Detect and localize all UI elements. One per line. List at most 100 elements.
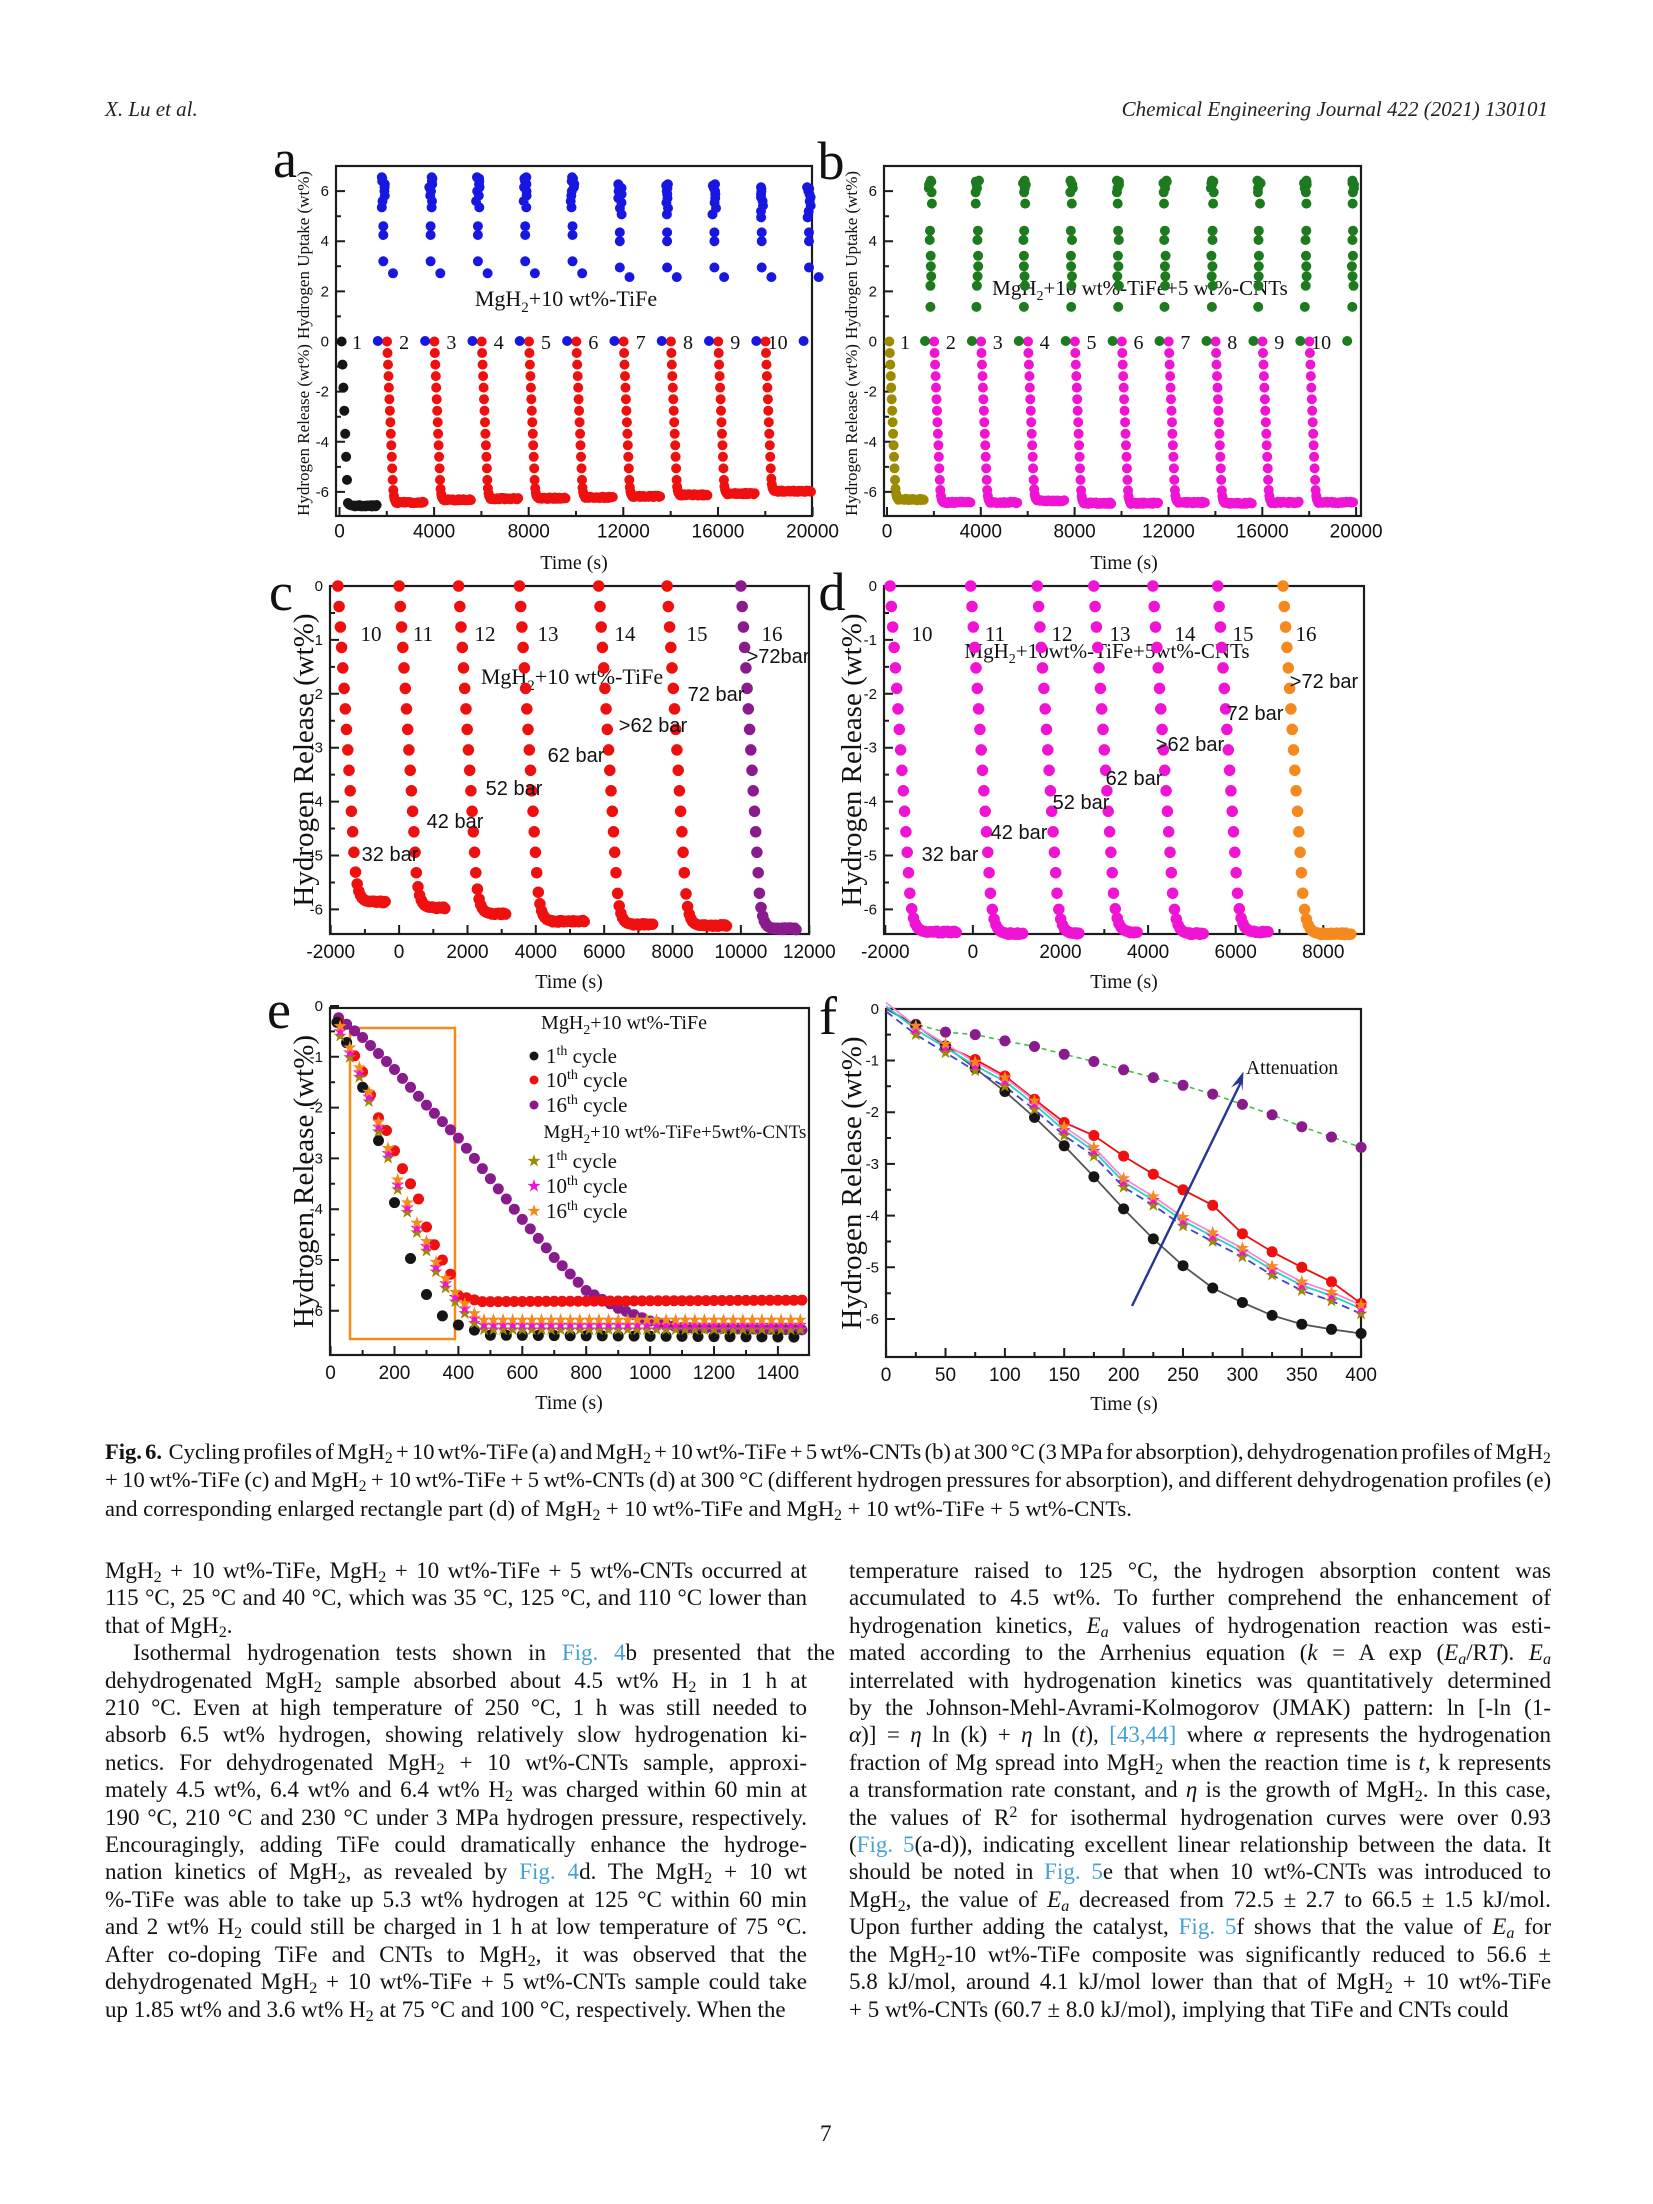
svg-text:9: 9 [730, 332, 740, 354]
svg-text:8000: 8000 [651, 942, 693, 963]
svg-text:16: 16 [1296, 622, 1317, 646]
svg-text:-3: -3 [310, 1150, 323, 1167]
svg-text:>62 bar: >62 bar [1156, 734, 1225, 756]
svg-text:350: 350 [1286, 1365, 1318, 1386]
svg-text:15: 15 [1233, 622, 1254, 646]
svg-text:8: 8 [683, 332, 693, 354]
svg-text:1th cycle: 1th cycle [546, 1044, 617, 1068]
svg-text:50: 50 [935, 1365, 956, 1386]
svg-text:Hydrogen Uptake (wt%): Hydrogen Uptake (wt%) [842, 171, 861, 339]
svg-text:15: 15 [687, 622, 708, 646]
svg-text:7: 7 [636, 332, 646, 354]
svg-text:-6: -6 [316, 484, 329, 501]
svg-text:16000: 16000 [692, 522, 745, 543]
svg-text:-4: -4 [864, 434, 877, 451]
svg-text:0: 0 [881, 1365, 892, 1386]
svg-text:-6: -6 [310, 1303, 323, 1320]
svg-text:42 bar: 42 bar [427, 811, 484, 833]
svg-text:4: 4 [869, 233, 877, 250]
svg-text:Hydrogen Release (wt%): Hydrogen Release (wt%) [836, 1036, 868, 1329]
svg-text:14: 14 [1175, 622, 1197, 646]
svg-text:11: 11 [985, 622, 1005, 646]
svg-text:Time (s): Time (s) [1090, 552, 1158, 574]
svg-text:Hydrogen Release (wt%): Hydrogen Release (wt%) [842, 344, 861, 516]
svg-text:-2000: -2000 [306, 942, 355, 963]
svg-text:-3: -3 [866, 1156, 879, 1173]
svg-text:Hydrogen Uptake (wt%): Hydrogen Uptake (wt%) [294, 171, 313, 339]
svg-text:2: 2 [946, 332, 956, 354]
svg-text:e: e [267, 980, 291, 1040]
svg-text:-5: -5 [864, 848, 877, 865]
svg-text:1000: 1000 [629, 1363, 671, 1384]
svg-text:>72 bar: >72 bar [1290, 671, 1359, 693]
svg-text:2: 2 [399, 332, 409, 354]
svg-text:-2: -2 [310, 1100, 323, 1117]
svg-text:1400: 1400 [757, 1363, 799, 1384]
svg-text:f: f [819, 986, 837, 1046]
svg-text:Time (s): Time (s) [1090, 971, 1158, 993]
svg-text:14: 14 [615, 622, 637, 646]
svg-text:>62 bar: >62 bar [619, 715, 688, 737]
svg-text:32 bar: 32 bar [362, 844, 419, 866]
svg-text:4000: 4000 [1127, 942, 1169, 963]
svg-text:MgH2+10 wt%-TiFe+5 wt%-CNTs: MgH2+10 wt%-TiFe+5 wt%-CNTs [992, 276, 1288, 304]
svg-text:62 bar: 62 bar [548, 745, 605, 767]
svg-text:600: 600 [506, 1363, 538, 1384]
svg-text:-2: -2 [316, 384, 329, 401]
svg-text:4000: 4000 [413, 522, 455, 543]
svg-text:6: 6 [321, 183, 329, 200]
svg-text:Time (s): Time (s) [540, 552, 608, 574]
svg-text:0: 0 [315, 998, 323, 1015]
svg-text:12000: 12000 [1142, 522, 1195, 543]
svg-text:Hydrogen Release (wt%): Hydrogen Release (wt%) [294, 344, 313, 516]
svg-text:4000: 4000 [960, 522, 1002, 543]
svg-text:c: c [269, 562, 293, 622]
svg-text:0: 0 [968, 942, 979, 963]
svg-text:-4: -4 [310, 1201, 323, 1218]
svg-text:-5: -5 [310, 1252, 323, 1269]
svg-text:a: a [273, 129, 297, 189]
svg-text:8000: 8000 [508, 522, 550, 543]
svg-text:Time (s): Time (s) [1090, 1393, 1158, 1415]
svg-text:-1: -1 [310, 1049, 323, 1066]
svg-text:16: 16 [762, 622, 783, 646]
svg-text:200: 200 [1108, 1365, 1140, 1386]
svg-text:5: 5 [541, 332, 551, 354]
svg-text:12000: 12000 [783, 942, 836, 963]
svg-text:Hydrogen Release (wt%): Hydrogen Release (wt%) [288, 1035, 320, 1328]
svg-text:16th cycle: 16th cycle [546, 1199, 627, 1223]
svg-text:2000: 2000 [1039, 942, 1081, 963]
svg-text:16th cycle: 16th cycle [546, 1093, 627, 1117]
svg-text:12: 12 [1052, 622, 1073, 646]
svg-text:4: 4 [1040, 332, 1050, 354]
svg-text:-6: -6 [310, 901, 323, 918]
svg-text:62 bar: 62 bar [1106, 768, 1163, 790]
svg-text:-5: -5 [310, 848, 323, 865]
svg-text:42 bar: 42 bar [991, 822, 1048, 844]
svg-text:9: 9 [1274, 332, 1284, 354]
svg-text:2000: 2000 [446, 942, 488, 963]
svg-text:-4: -4 [316, 434, 329, 451]
svg-text:6: 6 [1133, 332, 1143, 354]
svg-text:1: 1 [352, 332, 362, 354]
svg-text:6: 6 [588, 332, 598, 354]
svg-text:d: d [819, 562, 846, 622]
svg-text:800: 800 [570, 1363, 602, 1384]
svg-text:0: 0 [882, 522, 893, 543]
svg-text:-3: -3 [864, 740, 877, 757]
svg-text:20000: 20000 [1330, 522, 1383, 543]
svg-text:0: 0 [869, 578, 877, 595]
svg-text:Time (s): Time (s) [535, 971, 603, 993]
svg-text:16000: 16000 [1236, 522, 1289, 543]
svg-text:11: 11 [413, 622, 433, 646]
svg-text:3: 3 [993, 332, 1003, 354]
svg-text:-4: -4 [864, 794, 877, 811]
svg-text:MgH2+10 wt%-TiFe: MgH2+10 wt%-TiFe [475, 286, 657, 316]
svg-text:-5: -5 [866, 1259, 879, 1276]
svg-text:100: 100 [989, 1365, 1021, 1386]
svg-text:52 bar: 52 bar [1053, 792, 1110, 814]
svg-text:>72bar: >72bar [747, 646, 810, 668]
svg-text:0: 0 [334, 522, 345, 543]
svg-text:-2000: -2000 [861, 942, 910, 963]
svg-text:-4: -4 [310, 794, 323, 811]
